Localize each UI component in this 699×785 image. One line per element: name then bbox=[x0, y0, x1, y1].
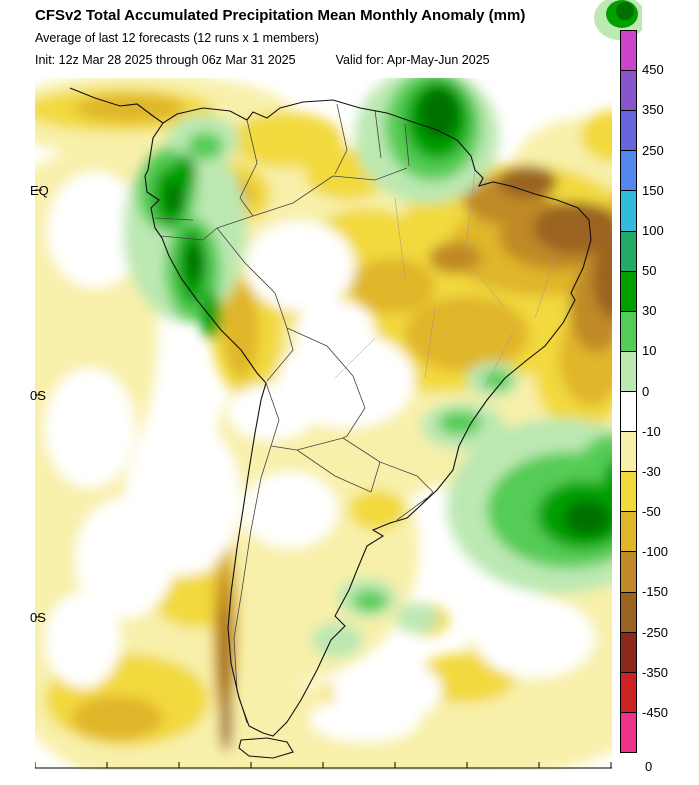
anomaly-blob bbox=[228, 384, 316, 440]
anomaly-blob bbox=[295, 300, 375, 360]
colorbar-label: -10 bbox=[642, 423, 661, 439]
colorbar-segment bbox=[621, 552, 636, 593]
anomaly-blob bbox=[429, 242, 481, 274]
anomaly-blob bbox=[593, 238, 612, 318]
colorbar-segment bbox=[621, 231, 636, 272]
anomaly-blob bbox=[405, 296, 529, 372]
colorbar-label: 10 bbox=[642, 343, 657, 359]
anomaly-blob bbox=[167, 182, 183, 214]
colorbar-segment bbox=[621, 351, 636, 392]
forecast-average-subtitle: Average of last 12 forecasts (12 runs x … bbox=[35, 31, 319, 45]
page-title: CFSv2 Total Accumulated Precipitation Me… bbox=[35, 7, 526, 24]
colorbar-label: -350 bbox=[642, 664, 669, 680]
anomaly-blob bbox=[200, 291, 222, 339]
anomaly-blob bbox=[616, 2, 634, 20]
colorbar-segment bbox=[621, 71, 636, 112]
central-america-coast bbox=[69, 87, 164, 124]
colorbar-segment bbox=[621, 512, 636, 553]
colorbar-segment bbox=[621, 432, 636, 473]
anomaly-blob bbox=[351, 258, 435, 314]
colorbar-label: 150 bbox=[642, 182, 664, 198]
colorbar-segment bbox=[621, 592, 636, 633]
lat-label: EQ bbox=[30, 183, 49, 198]
anomaly-blob bbox=[353, 590, 387, 612]
colorbar-segment bbox=[621, 271, 636, 312]
anomaly-blob bbox=[220, 692, 232, 752]
colorbar-label: -250 bbox=[642, 624, 669, 640]
colorbar-label: 30 bbox=[642, 303, 657, 319]
anomaly-blob bbox=[173, 155, 197, 191]
colorbar-segment bbox=[621, 111, 636, 152]
colorbar-label: -30 bbox=[642, 463, 661, 479]
anomaly-blob bbox=[75, 498, 175, 618]
colorbar-label: -450 bbox=[642, 704, 669, 720]
lat-label: 0S bbox=[30, 610, 46, 625]
anomaly-blob bbox=[310, 698, 420, 742]
anomaly-blob bbox=[45, 368, 135, 488]
colorbar-segment bbox=[621, 632, 636, 673]
colorbar-label: -50 bbox=[642, 504, 661, 519]
anomaly-blob bbox=[603, 461, 612, 499]
lat-label: 0S bbox=[30, 388, 46, 403]
colorbar-segment bbox=[621, 151, 636, 192]
colorbar-label: 50 bbox=[642, 263, 657, 278]
anomaly-blob bbox=[475, 598, 595, 678]
colorbar-bottom-label: 0 bbox=[645, 759, 653, 774]
map-axes bbox=[35, 189, 612, 769]
anomaly-blob bbox=[187, 132, 223, 160]
colorbar-label: 0 bbox=[642, 383, 650, 399]
colorbar-label: -100 bbox=[642, 544, 669, 560]
anomaly-blob bbox=[219, 603, 229, 713]
anomaly-blob bbox=[395, 603, 439, 633]
colorbar-segment bbox=[621, 31, 636, 72]
anomaly-blob bbox=[245, 221, 355, 311]
anomaly-blob bbox=[581, 110, 612, 162]
country-borders bbox=[154, 103, 434, 724]
anomaly-field-blobs bbox=[35, 78, 612, 770]
colorbar-label: 450 bbox=[642, 62, 664, 78]
init-valid-line: Init: 12z Mar 28 2025 through 06z Mar 31… bbox=[35, 53, 490, 67]
anomaly-blob bbox=[349, 490, 405, 530]
anomaly-blob bbox=[497, 166, 557, 198]
anomaly-blob bbox=[187, 243, 203, 283]
colorbar-segment bbox=[621, 391, 636, 433]
valid-range-text: Valid for: Apr-May-Jun 2025 bbox=[335, 53, 490, 67]
anomaly-blob bbox=[45, 592, 121, 688]
anomaly-blob bbox=[223, 282, 259, 378]
state-borders bbox=[334, 169, 556, 389]
anomaly-blob bbox=[311, 622, 363, 658]
anomaly-blob bbox=[71, 696, 163, 740]
colorbar-segment bbox=[621, 672, 636, 713]
anomaly-blob bbox=[533, 202, 612, 254]
init-range-text: Init: 12z Mar 28 2025 through 06z Mar 31… bbox=[35, 53, 296, 67]
colorbar-segment bbox=[621, 472, 636, 513]
colorbar-segment bbox=[621, 191, 636, 232]
colorbar-segment bbox=[621, 712, 636, 752]
anomaly-blob bbox=[47, 172, 143, 288]
colorbar bbox=[620, 30, 637, 753]
anomaly-blob bbox=[563, 500, 611, 536]
corner-anomaly-patch bbox=[594, 0, 642, 40]
anomaly-blob bbox=[231, 112, 343, 168]
anomaly-blob bbox=[75, 94, 185, 122]
anomaly-blob bbox=[242, 472, 338, 548]
anomaly-blob bbox=[438, 411, 482, 435]
coastline bbox=[69, 87, 592, 759]
colorbar-segment bbox=[621, 311, 636, 352]
colorbar-label: 100 bbox=[642, 222, 664, 238]
colorbar-label: 250 bbox=[642, 142, 664, 158]
south-america-anomaly-map bbox=[35, 78, 612, 770]
colorbar-label: 350 bbox=[642, 102, 664, 118]
colorbar-label: -150 bbox=[642, 584, 669, 600]
anomaly-blob bbox=[419, 88, 459, 140]
anomaly-blob bbox=[483, 370, 511, 390]
tierra-del-fuego bbox=[238, 737, 294, 759]
